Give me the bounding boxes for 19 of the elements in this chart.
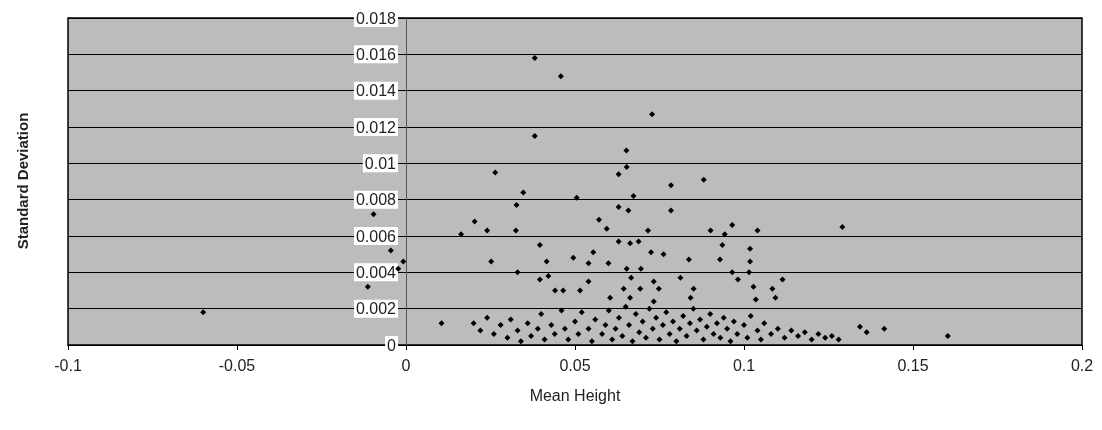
y-tick-label: 0 (387, 336, 397, 354)
x-tick-label: 0.15 (897, 356, 929, 374)
y-tick-label: 0.01 (364, 154, 397, 172)
x-tick-label: -0.1 (54, 356, 82, 374)
x-tick-label: 0.05 (559, 356, 591, 374)
x-tick-label: 0.1 (732, 356, 756, 374)
y-tick-label: 0.018 (355, 9, 397, 27)
x-axis-title: Mean Height (529, 386, 621, 404)
x-tick-label: -0.05 (218, 356, 256, 374)
y-tick-label: 0.004 (355, 263, 397, 281)
y-tick-label: 0.016 (355, 45, 397, 63)
x-tick-label: 0 (401, 356, 411, 374)
y-axis-title: Standard Deviation (13, 112, 31, 250)
x-tick-label: 0.2 (1070, 356, 1094, 374)
y-tick-label: 0.002 (355, 300, 397, 318)
y-tick-label: 0.008 (355, 191, 397, 209)
y-tick-label: 0.012 (355, 118, 397, 136)
y-tick-label: 0.014 (355, 82, 397, 100)
y-tick-label: 0.006 (355, 227, 397, 245)
